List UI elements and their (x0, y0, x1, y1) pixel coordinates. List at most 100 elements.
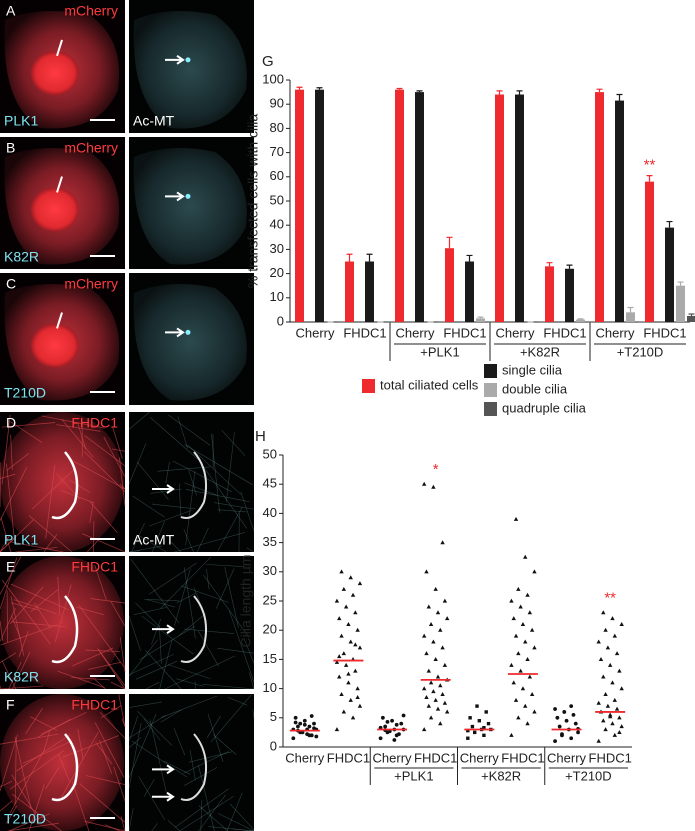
data-point (438, 721, 443, 726)
error-bar (396, 87, 403, 90)
data-point (484, 710, 488, 714)
data-point (355, 694, 360, 699)
fiber (11, 651, 31, 690)
fiber (58, 754, 70, 782)
data-point (385, 719, 390, 724)
data-point (442, 662, 448, 667)
fiber (6, 463, 16, 543)
fiber (72, 781, 90, 831)
fiber (54, 584, 72, 643)
panel-letter: D (6, 415, 16, 431)
data-point (305, 732, 310, 737)
fiber (6, 590, 9, 643)
data-point (555, 715, 560, 720)
data-point (433, 657, 438, 661)
error-bar (566, 264, 573, 269)
data-point (438, 627, 443, 632)
fiber (174, 788, 229, 828)
micrograph-left (0, 137, 254, 269)
data-point (346, 671, 351, 676)
fiber (188, 469, 197, 496)
data-point (348, 575, 353, 580)
fiber (133, 607, 167, 615)
y-tick-label: 25 (263, 592, 277, 607)
fiber (128, 443, 147, 485)
fiber (28, 515, 73, 553)
fiber (16, 734, 71, 772)
bar (445, 248, 454, 322)
fiber (173, 728, 186, 756)
bar (645, 181, 654, 322)
x-tick-label: Cherry (395, 325, 435, 340)
data-point (298, 721, 303, 726)
data-point (603, 727, 608, 732)
fiber (135, 660, 178, 680)
data-point (607, 662, 613, 667)
fiber (176, 592, 197, 604)
y-tick-label: 0 (277, 313, 284, 328)
fiber (97, 647, 126, 687)
data-point (353, 610, 358, 615)
data-point (525, 721, 530, 726)
fiber (149, 719, 167, 793)
fiber (12, 793, 62, 831)
x-tick-label: FHDC1 (543, 325, 586, 340)
bar (676, 285, 685, 322)
data-point (291, 736, 296, 741)
panel-letter: A (6, 3, 16, 19)
error-bar (496, 90, 503, 95)
error-bar (627, 306, 634, 313)
y-tick-label: 5 (270, 709, 277, 724)
error-bar (296, 86, 303, 90)
error-bar (366, 253, 373, 262)
fiber (90, 598, 126, 604)
x-tick-label: FHDC1 (414, 750, 457, 765)
data-point (399, 721, 404, 726)
data-point (339, 633, 344, 638)
data-point (569, 704, 574, 709)
fiber (0, 537, 16, 553)
image-background (129, 412, 254, 552)
fiber (149, 510, 192, 527)
data-point (513, 697, 519, 702)
cilium (56, 176, 63, 193)
fiber (206, 715, 221, 738)
data-point (428, 621, 434, 626)
fiber (218, 813, 255, 831)
data-point (523, 703, 528, 708)
fiber (128, 715, 166, 739)
data-point (341, 651, 347, 656)
data-point (426, 604, 431, 609)
x-tick-label: FHDC1 (343, 325, 386, 340)
fiber (72, 647, 114, 667)
data-point (346, 680, 351, 685)
fiber (1, 580, 51, 645)
data-point (312, 726, 316, 731)
data-point (426, 668, 431, 673)
micrograph-left (0, 556, 255, 690)
fiber (157, 466, 211, 472)
fiber (6, 453, 30, 472)
y-tick-label: 40 (263, 505, 277, 520)
x-tick-label: Cherry (285, 750, 325, 765)
data-point (598, 657, 604, 661)
data-point (435, 706, 441, 711)
data-point (601, 674, 606, 679)
data-point (435, 610, 441, 615)
nucleus (31, 51, 79, 96)
y-tick-label: 60 (270, 168, 284, 183)
data-point (337, 616, 342, 621)
data-point (355, 686, 360, 691)
fiber (0, 556, 22, 595)
data-point (610, 616, 615, 621)
fiber (176, 678, 204, 687)
fiber (227, 697, 248, 706)
y-tick-label: 20 (270, 265, 284, 280)
data-point (607, 714, 613, 719)
bar (515, 94, 524, 323)
arrow (165, 191, 185, 202)
fiber (198, 805, 229, 831)
fiber (174, 568, 191, 626)
fiber (130, 558, 180, 624)
fiber (151, 823, 158, 831)
